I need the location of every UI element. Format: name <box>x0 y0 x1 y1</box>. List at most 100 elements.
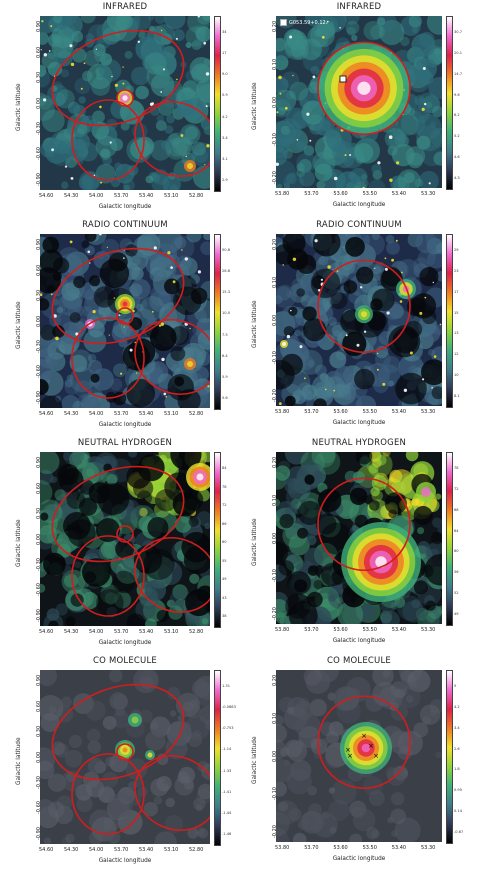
colorbar-tick: 10 <box>454 373 459 378</box>
y-tick: 0.60 <box>36 264 42 276</box>
x-tick: 54.30 <box>64 411 79 417</box>
x-tick: 54.00 <box>89 847 104 853</box>
x-tick: 53.40 <box>391 409 407 415</box>
panel-title: CO MOLECULE <box>93 656 157 666</box>
x-axis-label: Galactic longitude <box>332 202 386 208</box>
x-tick: 53.50 <box>362 409 377 415</box>
colorbar-tick: 1.8 <box>454 767 460 772</box>
panel-8: CO MOLECULE × × × × × 5 4.2 3.4 2.6 1.8 0.95 0.14 -0.… <box>242 654 484 872</box>
y-tick: -0.10 <box>272 569 278 582</box>
colorbar-tick: 50.8 <box>222 248 231 252</box>
y-tick: -0.90 <box>36 827 42 840</box>
colorbar <box>446 670 453 844</box>
x-tick: 53.40 <box>391 845 407 851</box>
colorbar-tick: 60 <box>454 549 459 554</box>
y-axis-label: Galactic latitude <box>252 300 258 348</box>
colorbar-tick: 1.31 <box>222 684 231 688</box>
y-tick: 0.90 <box>36 238 42 250</box>
y-tick: -0.20 <box>272 171 278 184</box>
y-tick: -0.30 <box>36 339 42 353</box>
panel-5: NEUTRAL HYDROGEN 84 78 72 66 60 55 49 43 38 54.60 5… <box>0 436 242 654</box>
cross-marker: × <box>368 742 374 750</box>
y-tick: 0.20 <box>272 238 278 250</box>
x-tick: 53.70 <box>114 847 129 853</box>
colorbar-tick: -0.753 <box>222 726 234 731</box>
x-tick: 53.50 <box>362 627 377 633</box>
sky-map: ××××× <box>276 670 442 842</box>
y-tick: 0.90 <box>36 456 42 468</box>
colorbar-tick: 6.4 <box>222 353 228 358</box>
panel-title: RADIO CONTINUUM <box>316 220 402 230</box>
panel-1: INFRARED 34 17 9.0 5.9 4.2 3.4 3.1 2.9 54.60 54.30… <box>0 0 242 218</box>
y-tick: -0.30 <box>36 775 42 789</box>
colorbar-tick: 60 <box>222 540 227 544</box>
x-tick: 53.40 <box>391 627 407 633</box>
colorbar <box>214 670 221 846</box>
x-tick: 54.00 <box>89 411 104 417</box>
y-tick: -0.60 <box>36 147 42 161</box>
colorbar-tick: 64 <box>454 528 459 533</box>
x-tick: 54.00 <box>89 629 104 635</box>
x-tick: 53.70 <box>114 629 129 635</box>
y-axis-label: Galactic latitude <box>16 83 22 131</box>
panel-title: RADIO CONTINUUM <box>82 220 168 230</box>
panel-title: INFRARED <box>336 2 382 12</box>
colorbar-tick: 20.1 <box>454 50 463 55</box>
colorbar-tick: 17 <box>454 289 459 294</box>
y-tick: 0.00 <box>36 97 42 109</box>
y-tick: 0.10 <box>272 712 278 724</box>
y-tick: -0.90 <box>36 391 42 404</box>
x-axis-label: Galactic longitude <box>98 422 152 428</box>
x-tick: 53.60 <box>333 191 348 197</box>
colorbar-tick: 43 <box>222 595 227 600</box>
colorbar-tick: 72 <box>222 503 227 507</box>
colorbar-tick: 7.5 <box>222 332 228 337</box>
colorbar-tick: 5.2 <box>454 134 460 139</box>
y-tick: 0.20 <box>272 674 278 686</box>
x-tick: 54.60 <box>39 629 54 635</box>
x-tick: 53.30 <box>421 627 436 633</box>
y-tick: 0.00 <box>36 533 42 545</box>
y-tick: 0.00 <box>36 751 42 763</box>
colorbar-tick: 13 <box>454 331 459 336</box>
y-tick: 0.10 <box>272 58 278 70</box>
sky-map <box>40 234 210 408</box>
colorbar-tick: -1.33 <box>222 768 232 773</box>
x-axis-label: Galactic longitude <box>98 858 152 864</box>
panel-4: RADIO CONTINUUM 29 23 17 15 13 12 10 8.1 53.80 53.… <box>242 218 484 436</box>
y-tick: -0.10 <box>272 787 278 800</box>
colorbar-tick: 5.9 <box>222 93 228 98</box>
sky-map <box>276 16 442 188</box>
y-tick: 0.00 <box>272 532 278 544</box>
colorbar-tick: -1.44 <box>222 810 232 815</box>
colorbar-tick: 2.6 <box>454 746 460 751</box>
y-tick: -0.90 <box>36 173 42 186</box>
panel-7: CO MOLECULE 1.31 -0.0883 -0.753 -1.14 -1.33 -1… <box>0 654 242 872</box>
y-tick: -0.10 <box>272 351 278 364</box>
x-tick: 53.40 <box>391 191 407 197</box>
x-tick: 53.80 <box>275 627 290 633</box>
cross-marker: × <box>347 752 353 760</box>
colorbar-tick: 66 <box>222 521 227 526</box>
colorbar-tick: 3.4 <box>454 725 460 730</box>
colorbar-tick: 55 <box>222 558 227 563</box>
colorbar-tick: 78 <box>454 466 459 470</box>
colorbar <box>214 234 221 410</box>
x-tick: 53.30 <box>421 409 436 415</box>
x-tick: 53.10 <box>164 411 179 417</box>
y-tick: -0.20 <box>272 389 278 402</box>
y-axis-label: Galactic latitude <box>252 518 258 566</box>
x-axis-label: Galactic longitude <box>98 204 152 210</box>
x-axis-label: Galactic longitude <box>332 856 386 862</box>
colorbar-tick: 68 <box>454 507 459 512</box>
x-tick: 54.30 <box>64 847 79 853</box>
colorbar-tick: 26.8 <box>222 269 231 274</box>
colorbar-tick: 5.9 <box>222 374 228 379</box>
x-tick: 54.60 <box>39 193 54 199</box>
colorbar <box>214 16 221 192</box>
colorbar-tick: 56 <box>454 570 459 575</box>
y-tick: -0.30 <box>36 121 42 135</box>
colorbar-tick: -0.0883 <box>222 705 236 710</box>
colorbar-tick: 17 <box>222 51 227 56</box>
y-tick: 0.00 <box>272 314 278 326</box>
